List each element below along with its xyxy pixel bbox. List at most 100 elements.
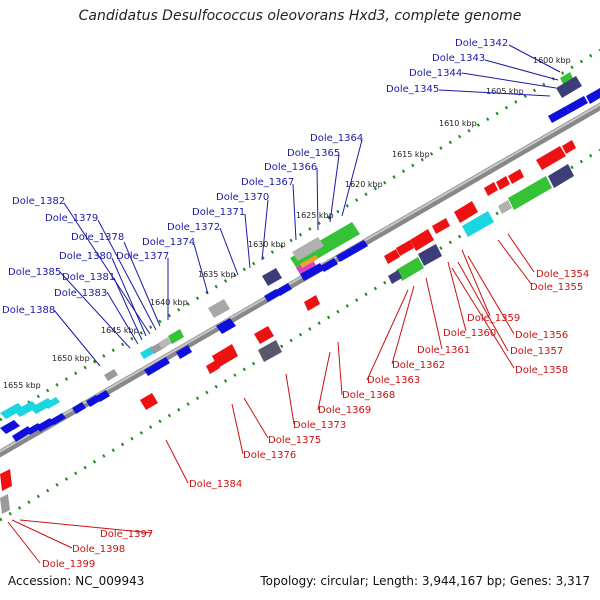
gene-dark xyxy=(258,340,282,362)
kbp-tick-labels: 1600 kbp 1605 kbp 1610 kbp 1615 kbp 1620… xyxy=(3,56,571,390)
kbp-label: 1625 kbp xyxy=(296,211,334,220)
gene-label: Dole_1362 xyxy=(392,360,445,371)
accession-text: Accession: NC_009943 xyxy=(8,574,145,588)
gene-blue xyxy=(300,263,324,281)
gene-cyan xyxy=(462,211,494,237)
gene-label: Dole_1377 xyxy=(116,251,169,262)
gene-label: Dole_1364 xyxy=(310,133,363,144)
upper-scale-track xyxy=(0,48,600,422)
gene-gray xyxy=(158,337,172,349)
gene-blue xyxy=(336,248,354,262)
genome-title: Candidatus Desulfococcus oleovorans Hxd3… xyxy=(78,8,522,24)
gene-label: Dole_1371 xyxy=(192,207,245,218)
gene-blue xyxy=(586,88,600,104)
gene-label: Dole_1344 xyxy=(409,68,462,79)
gene-red xyxy=(212,344,238,368)
gene-label: Dole_1354 xyxy=(536,269,589,280)
gene-label: Dole_1368 xyxy=(342,390,395,401)
gene-label: Dole_1379 xyxy=(45,213,98,224)
kbp-label: 1610 kbp xyxy=(439,119,477,128)
gene-label: Dole_1355 xyxy=(530,282,583,293)
gene-cyan xyxy=(14,401,38,417)
gene-blue xyxy=(86,395,100,407)
kbp-label: 1615 kbp xyxy=(392,150,430,159)
gene-label: Dole_1372 xyxy=(167,222,220,233)
lower-leader-lines xyxy=(7,233,535,564)
kbp-label: 1655 kbp xyxy=(3,381,41,390)
gene-gray xyxy=(292,237,324,261)
gene-red xyxy=(484,182,498,196)
gene-label: Dole_1374 xyxy=(142,237,195,248)
gene-gray xyxy=(0,494,10,514)
gene-label: Dole_1399 xyxy=(42,559,95,570)
gene-blue xyxy=(36,418,54,432)
gene-blue xyxy=(0,420,20,434)
topology-summary: Topology: circular; Length: 3,944,167 bp… xyxy=(260,574,590,588)
gene-dark xyxy=(556,76,582,98)
gene-label: Dole_1381 xyxy=(62,272,115,283)
gene-label: Dole_1375 xyxy=(268,435,321,446)
gene-label: Dole_1376 xyxy=(243,450,296,461)
gene-label: Dole_1357 xyxy=(510,346,563,357)
kbp-label: 1620 kbp xyxy=(345,180,383,189)
gene-label: Dole_1384 xyxy=(189,479,242,490)
kbp-label: 1645 kbp xyxy=(101,326,139,335)
gene-label: Dole_1373 xyxy=(293,420,346,431)
gene-red xyxy=(396,240,414,256)
gene-red xyxy=(508,169,524,184)
gene-dark xyxy=(388,270,402,284)
gene-blue xyxy=(276,283,292,296)
gene-blue xyxy=(548,106,570,123)
gene-label: Dole_1388 xyxy=(2,305,55,316)
gene-label: Dole_1385 xyxy=(8,267,61,278)
gene-blue xyxy=(216,318,236,334)
gene-blue xyxy=(566,96,588,113)
gene-label: Dole_1370 xyxy=(216,192,269,203)
gene-red xyxy=(432,218,450,234)
gene-label: Dole_1365 xyxy=(287,148,340,159)
lower-scale-track xyxy=(0,148,600,522)
gene-blue xyxy=(72,402,86,414)
gene-label: Dole_1343 xyxy=(432,53,485,64)
gene-green xyxy=(560,72,574,86)
gene-cyan xyxy=(44,397,60,409)
gene-label: Dole_1382 xyxy=(12,196,65,207)
gene-label: Dole_1369 xyxy=(318,405,371,416)
kbp-label: 1605 kbp xyxy=(486,87,524,96)
gene-green xyxy=(508,176,552,210)
gene-blue xyxy=(320,258,338,272)
gene-red xyxy=(254,326,274,344)
upper-genes xyxy=(0,72,600,442)
gene-cyan xyxy=(0,403,24,419)
gene-gray xyxy=(498,200,512,214)
gene-orange xyxy=(300,255,318,268)
gene-red xyxy=(304,295,320,311)
kbp-label: 1635 kbp xyxy=(198,270,236,279)
gene-label: Dole_1345 xyxy=(386,84,439,95)
upper-gene-labels: Dole_1342 Dole_1343 Dole_1344 Dole_1345 … xyxy=(2,38,508,316)
gene-dark xyxy=(418,244,442,266)
upper-leader-lines xyxy=(53,44,561,367)
gene-label: Dole_1361 xyxy=(417,345,470,356)
gene-gray xyxy=(208,299,230,318)
gene-red xyxy=(536,146,566,170)
kbp-label: 1640 kbp xyxy=(150,298,188,307)
gene-dark xyxy=(262,268,282,286)
gene-label: Dole_1363 xyxy=(367,375,420,386)
kbp-label: 1600 kbp xyxy=(533,56,571,65)
gene-dark xyxy=(548,164,574,188)
gene-label: Dole_1359 xyxy=(467,313,520,324)
gene-label: Dole_1383 xyxy=(54,288,107,299)
gene-label: Dole_1378 xyxy=(71,232,124,243)
gene-red xyxy=(0,469,12,491)
gene-blue xyxy=(350,240,368,254)
gene-label: Dole_1380 xyxy=(59,251,112,262)
gene-green xyxy=(168,329,184,344)
gene-label: Dole_1397 xyxy=(100,529,153,540)
gene-red xyxy=(384,249,400,264)
lower-genes xyxy=(0,140,576,514)
gene-red xyxy=(454,201,478,223)
gene-red xyxy=(140,393,158,410)
gene-blue xyxy=(96,390,110,402)
